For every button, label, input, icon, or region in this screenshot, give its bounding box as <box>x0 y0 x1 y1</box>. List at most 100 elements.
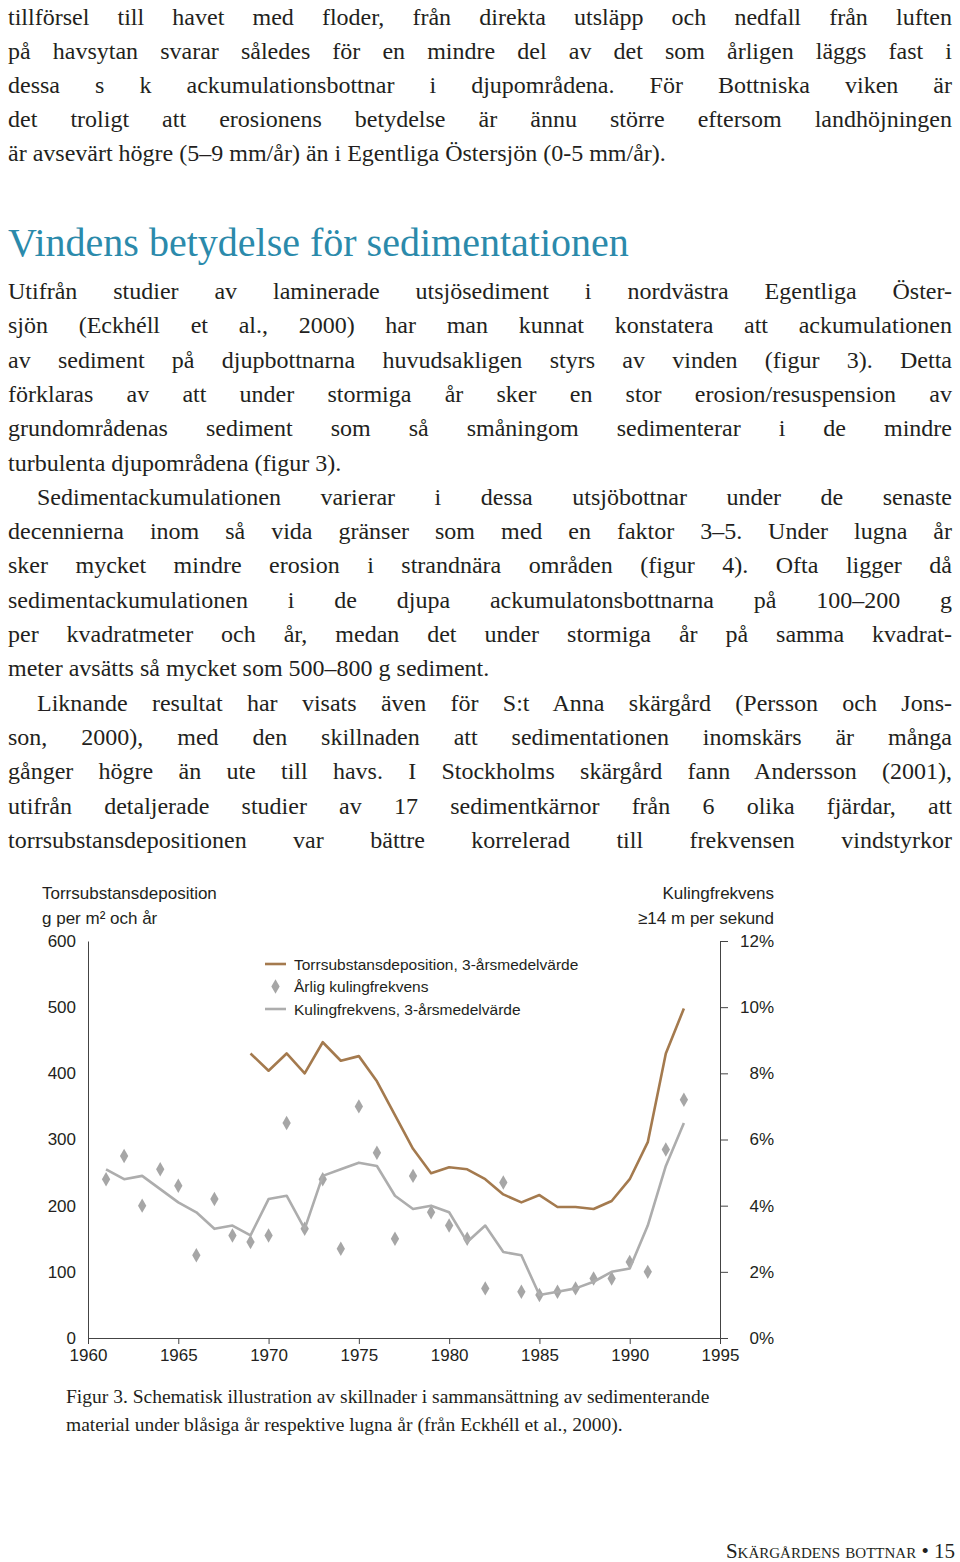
text-line: Utifrån studier av laminerade utsjösedim… <box>8 274 952 308</box>
tick: 8% <box>720 1064 774 1083</box>
tick-mark <box>630 1338 631 1344</box>
series-marker <box>553 1284 561 1298</box>
tick: 300 <box>48 1130 88 1149</box>
text-line: meter avsätts så mycket som 500–800 g se… <box>8 651 952 685</box>
tick-label: 2% <box>749 1263 774 1282</box>
tick: 1995 <box>702 1338 740 1365</box>
series-marker <box>355 1099 363 1113</box>
legend-label: Kulingfrekvens, 3-årsmedelvärde <box>294 1001 521 1018</box>
tick: 6% <box>720 1130 774 1149</box>
text-line: utifrån detaljerade studier av 17 sedime… <box>8 789 952 823</box>
tick: 1980 <box>431 1338 469 1365</box>
text-line: decennierna inom så vida gränser som med… <box>8 514 952 548</box>
tick-label: 100 <box>48 1263 76 1282</box>
tick-mark <box>178 1338 179 1344</box>
series-marker <box>662 1142 670 1156</box>
tick-mark <box>720 1140 728 1141</box>
series-marker <box>282 1116 290 1130</box>
text-line: per kvadratmeter och år, medan det under… <box>8 617 952 651</box>
series-marker <box>644 1265 652 1279</box>
plot-area <box>102 1008 688 1302</box>
tick-label: 0 <box>67 1329 76 1348</box>
text-line: av sediment på djupbottnarna huvudsaklig… <box>8 343 952 377</box>
text-line: tillförsel till havet med floder, från d… <box>8 0 952 34</box>
tick-mark <box>720 1338 728 1339</box>
tick-label: 1965 <box>160 1346 198 1365</box>
series-marker <box>228 1228 236 1242</box>
series-marker <box>535 1288 543 1302</box>
heading: Vindens betydelse för sedimentationen <box>8 218 629 268</box>
tick-mark <box>720 1073 728 1074</box>
series-marker <box>517 1284 525 1298</box>
chart: 1960196519701975198019851990199501002003… <box>0 0 960 1562</box>
tick-label: 600 <box>48 932 76 951</box>
series-marker <box>427 1205 435 1219</box>
tick: 0 <box>67 1329 88 1348</box>
tick: 1985 <box>521 1338 559 1365</box>
series-marker <box>120 1149 128 1163</box>
figure-caption: material under blåsiga år respektive lug… <box>66 1411 623 1439</box>
tick: 100 <box>48 1263 88 1282</box>
tick-label: 1995 <box>702 1346 740 1365</box>
tick-label: 500 <box>48 998 76 1017</box>
x-axis: 1960 1965 1970 1975 1980 1985 1990 1995 <box>70 1338 740 1365</box>
series-marker <box>264 1228 272 1242</box>
tick-label: 1975 <box>340 1346 378 1365</box>
tick-mark <box>720 941 728 942</box>
series-marker <box>391 1232 399 1246</box>
text-line: på havsytan svarar således för en mindre… <box>8 34 952 68</box>
text-line: torrsubstansdepositionen var bättre korr… <box>8 823 952 857</box>
series-line <box>251 1008 684 1208</box>
series-marker <box>680 1093 688 1107</box>
series-line <box>106 1123 684 1295</box>
series-marker <box>138 1198 146 1212</box>
tick-label: 400 <box>48 1064 76 1083</box>
tick: 1970 <box>250 1338 288 1365</box>
text-line: Sedimentackumulationen varierar i dessa … <box>37 480 952 514</box>
text-line: turbulenta djupområdena (figur 3). <box>8 446 952 480</box>
tick-label: 12% <box>740 932 774 951</box>
tick: 400 <box>48 1064 88 1083</box>
series-marker <box>445 1218 453 1232</box>
tick-mark <box>720 1007 728 1008</box>
tick-label: 8% <box>749 1064 774 1083</box>
tick: 4% <box>720 1197 774 1216</box>
tick-label: 1985 <box>521 1346 559 1365</box>
tick: 10% <box>720 998 774 1017</box>
tick-label: 10% <box>740 998 774 1017</box>
series-marker <box>156 1162 164 1176</box>
legend-label: Årlig kulingfrekvens <box>294 978 429 995</box>
tick-mark <box>449 1338 450 1344</box>
tick-label: 6% <box>749 1130 774 1149</box>
series-marker <box>246 1235 254 1249</box>
text-line: det troligt att erosionens betydelse är … <box>8 102 952 136</box>
tick-mark <box>720 1338 721 1344</box>
tick-mark <box>720 1206 728 1207</box>
series-marker <box>373 1146 381 1160</box>
series-marker <box>409 1169 417 1183</box>
tick-label: 1960 <box>70 1346 108 1365</box>
text-line: är avsevärt högre (5–9 mm/år) än i Egent… <box>8 136 952 170</box>
tick: 1965 <box>160 1338 198 1365</box>
text-line: sjön (Eckhéll et al., 2000) har man kunn… <box>8 308 952 342</box>
tick-mark <box>539 1338 540 1344</box>
tick: 2% <box>720 1263 774 1282</box>
tick-label: 1990 <box>611 1346 649 1365</box>
text-line: son, 2000), med den skillnaden att sedim… <box>8 720 952 754</box>
axis-title: ≥14 m per sekund <box>638 909 774 928</box>
series-marker <box>174 1179 182 1193</box>
series-marker <box>481 1281 489 1295</box>
tick-label: 0% <box>749 1329 774 1348</box>
axis-line <box>88 942 89 1339</box>
tick: 500 <box>48 998 88 1017</box>
tick: 1990 <box>611 1338 649 1365</box>
tick: 600 <box>48 932 88 951</box>
legend-label: Torrsubstansdeposition, 3-årsmedelvärde <box>294 956 578 973</box>
tick-label: 4% <box>749 1197 774 1216</box>
tick-mark <box>269 1338 270 1344</box>
text-line: sedimentackumulationen i de djupa ackumu… <box>8 583 952 617</box>
y-axis: 0100200300400500600 <box>48 932 89 1348</box>
legend: Torrsubstansdeposition, 3-årsmedelvärde Å… <box>265 956 578 1018</box>
series-marker <box>463 1232 471 1246</box>
page-footer: Skärgårdens bottnar • 15 <box>726 1536 955 1562</box>
